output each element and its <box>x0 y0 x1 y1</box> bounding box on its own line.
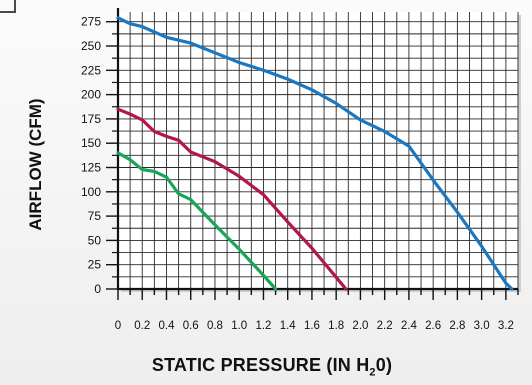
series-line-1 <box>116 16 514 291</box>
x-tick-label: 2.0 <box>352 320 368 332</box>
y-tick-label: 175 <box>81 112 101 126</box>
x-tick-label: 0.6 <box>183 320 199 332</box>
y-tick-label: 100 <box>81 185 101 199</box>
x-axis-title-subscript: 2 <box>369 366 376 379</box>
y-tick-label: 150 <box>81 136 101 150</box>
series-line-3 <box>116 151 278 291</box>
x-tick-label: 0.8 <box>207 320 223 332</box>
y-tick-label: 125 <box>81 161 101 175</box>
y-tick-label: 275 <box>81 15 101 29</box>
x-tick-label: 0.2 <box>134 320 150 332</box>
x-axis-title-end: 0) <box>375 355 393 375</box>
x-tick-label: 2.4 <box>401 320 418 332</box>
x-axis-title-main: STATIC PRESSURE (IN H <box>151 355 370 375</box>
series-line-2 <box>116 107 348 291</box>
x-tick-label: 2.6 <box>425 320 441 332</box>
x-tick-label: 1.8 <box>328 320 344 332</box>
x-tick-label: 2.2 <box>377 320 393 332</box>
y-tick-label: 250 <box>81 39 101 53</box>
y-axis-title: AIRFLOW (CFM) <box>26 98 45 230</box>
y-tick-label: 225 <box>81 63 101 77</box>
y-tick-label: 200 <box>81 88 101 102</box>
x-tick-label: 3.0 <box>474 320 490 332</box>
y-tick-label: 75 <box>88 209 102 223</box>
y-tick-label: 25 <box>88 258 102 272</box>
corner-bracket <box>0 0 16 13</box>
x-tick-label: 1.6 <box>304 320 320 332</box>
x-tick-label: 0 <box>115 320 121 332</box>
x-tick-label: 1.4 <box>280 320 297 332</box>
x-tick-label: 3.2 <box>498 320 514 332</box>
x-axis-title: STATIC PRESSURE (IN H20) <box>122 355 422 379</box>
y-tick-label: 0 <box>94 282 101 296</box>
x-tick-label: 0.4 <box>158 320 175 332</box>
x-tick-label: 1.2 <box>255 320 271 332</box>
x-tick-label: 2.8 <box>449 320 465 332</box>
y-tick-label: 50 <box>88 233 102 247</box>
plot-area <box>118 12 518 289</box>
x-tick-label: 1.0 <box>231 320 247 332</box>
